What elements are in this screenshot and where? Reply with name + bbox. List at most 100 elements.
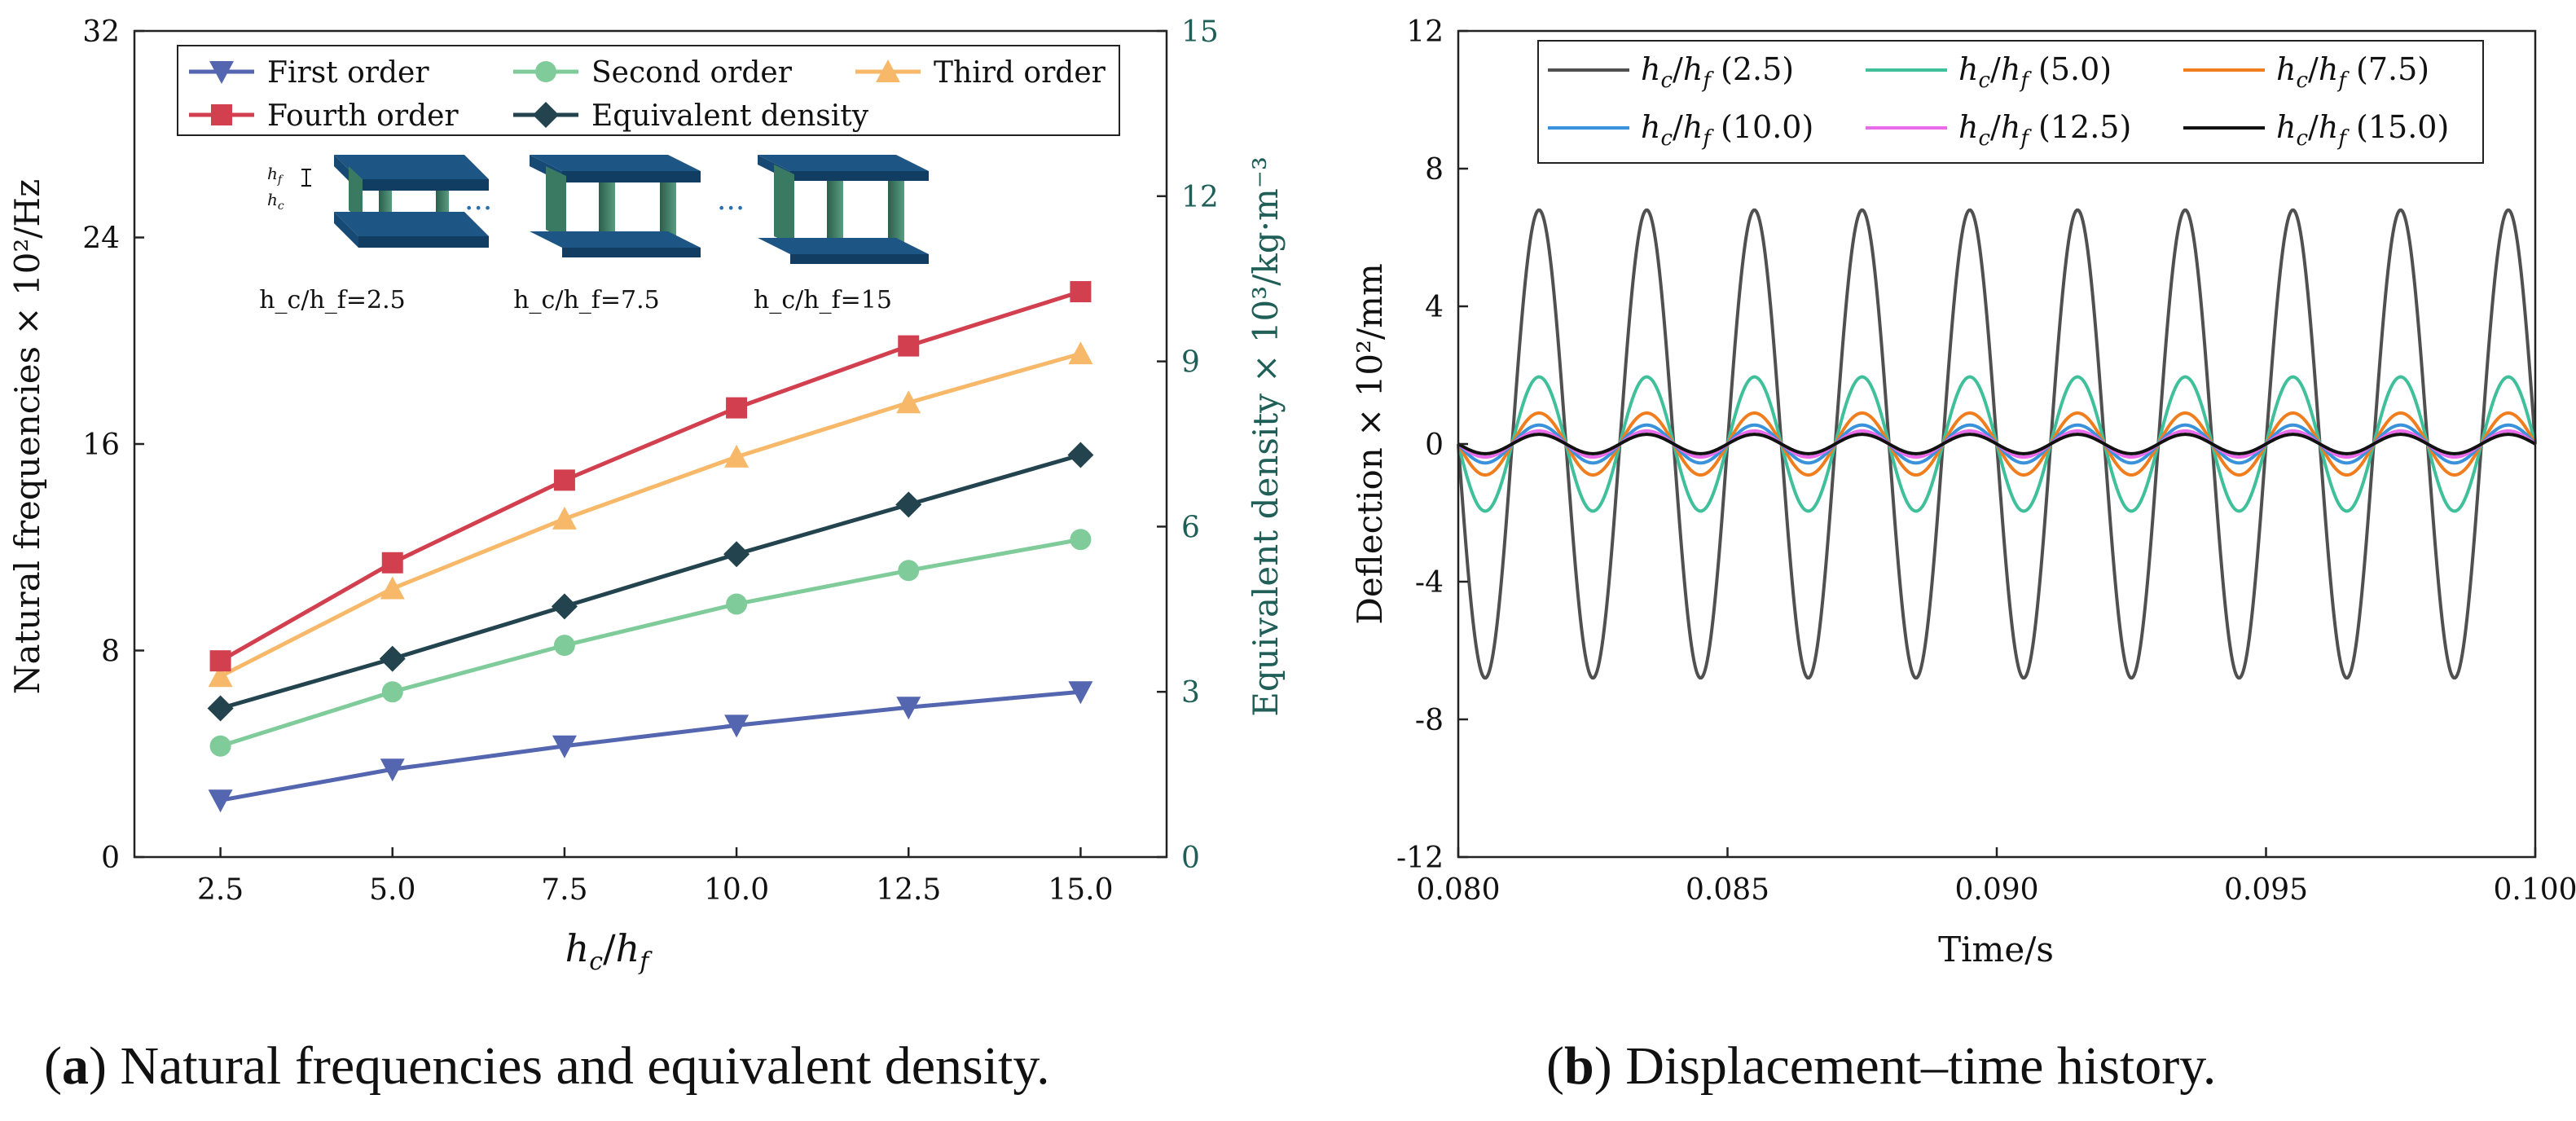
sandwich-panel-illustration-1: hf hc [267,155,489,248]
panel-b-y-tick-label: 12 [1406,15,1444,49]
panel-b-series-group [1457,208,2537,680]
panel-a-y2-tick-label: 0 [1181,842,1200,875]
first-order-point [552,735,577,758]
panel-b-y-tick-label: -12 [1396,842,1444,875]
third-order-point [552,506,577,530]
x-label-sub-f: f [638,947,653,976]
panel-a-x-axis-label: hc/hf [565,926,653,976]
panel-a-x-tick-label: 15.0 [1048,873,1113,907]
panel-b-x-tick-label: 0.080 [1416,873,1500,907]
panel-b-y-axis-label: Deflection × 10²/mm [1350,263,1390,625]
panel-a-inset-illustration: hf hc ··· ··· [259,155,929,314]
panel-b-x-tick-label: 0.090 [1954,873,2038,907]
legend-label-7.5: hc/hf (7.5) [2276,51,2429,93]
panel-a-right-y-axis-label: Equivalent density × 10³/kg·m⁻³ [1246,156,1286,717]
fourth-order-point [381,552,403,574]
panel-b-chart: 0.080 0.085 0.090 0.095 0.100 -12 -8 -4 0 4 8 12 De… [1350,15,2576,1096]
deflection-curve-15.0 [1457,433,2536,455]
panel-b-axes: 0.080 0.085 0.090 0.095 0.100 -12 -8 -4 0 4 8 12 [1396,15,2576,907]
x-label-h1: h [565,926,590,970]
equivalent-density-point [895,491,922,518]
legend-marker-first-order [209,61,234,84]
inset-caption-3: h_c/h_f=15 [754,286,892,314]
panel-a-y-tick-label: 0 [101,842,120,875]
legend-label-equivalent-density: Equivalent density [591,99,869,133]
legend-label-first-order: First order [267,56,429,90]
inset-label-hf: hf [267,164,284,187]
x-label-sub-c: c [589,947,603,976]
panel-a-x-tick-label: 10.0 [704,873,769,907]
panel-a-y2-tick-label: 6 [1181,511,1200,544]
fourth-order-line [219,289,1082,663]
legend-marker-fourth-order [211,104,232,125]
panel-b-y-tick-label: -4 [1415,566,1444,600]
second-order-point [209,735,231,757]
second-order-point [553,635,575,657]
x-label-h2: h [616,926,640,970]
legend-label-second-order: Second order [591,56,793,90]
x-label-slash: / [603,926,616,970]
panel-b-caption: (b) Displacement–time history. [1546,1036,2216,1096]
first-order-line [220,689,1081,802]
second-order-point [381,681,403,703]
legend-marker-equivalent-density [533,102,559,128]
second-order-point [898,560,920,582]
panel-b-y-tick-label: 4 [1425,291,1444,324]
panel-a-x-tick-label: 2.5 [197,873,244,907]
sandwich-panel-illustration-2 [530,155,701,257]
panel-a-y-tick-label: 8 [101,635,120,669]
panel-b-legend: hc/hf (2.5) hc/hf (5.0) hc/hf (7.5) hc/hf (… [1537,40,2484,164]
fourth-order-point [553,469,575,491]
legend-marker-third-order [876,59,900,82]
panel-a-y-tick-label: 32 [82,15,120,49]
panel-b-x-tick-label: 0.085 [1686,873,1769,907]
legend-label-fourth-order: Fourth order [267,99,459,133]
panel-b-caption-label: b [1564,1036,1594,1096]
panel-a-x-tick-label: 7.5 [541,873,587,907]
legend-label-third-order: Third order [934,56,1106,90]
panel-b-x-tick-label: 0.095 [2224,873,2308,907]
panel-a-axes: 2.5 5.0 7.5 10.0 12.5 15.0 0 8 16 24 32 0 3 6 9 12 15 [82,15,1219,907]
legend-label-15.0: hc/hf (15.0) [2276,109,2449,151]
fourth-order-point [1070,281,1092,303]
first-order-point [724,714,750,738]
inset-label-hc: hc [267,190,284,213]
panel-b-y-tick-label: 0 [1425,429,1444,462]
panel-a-caption: (a) Natural frequencies and equivalent d… [44,1036,1050,1096]
panel-a-chart: 2.5 5.0 7.5 10.0 12.5 15.0 0 8 16 24 32 0 3 6 9 12 15 Na… [7,15,1286,1096]
first-order-point [380,758,405,782]
inset-ellipsis-1: ··· [464,192,492,226]
second-order-line [219,537,1081,749]
panel-a-caption-label: a [62,1036,89,1096]
fourth-order-point [209,650,231,672]
panel-a-y2-tick-label: 12 [1181,181,1219,214]
first-order-point [1068,681,1093,705]
panel-b-x-tick-label: 0.100 [2493,873,2576,907]
panel-a-y-axis-label: Natural frequencies × 10²/Hz [7,179,47,694]
panel-a-x-tick-label: 5.0 [369,873,415,907]
equivalent-density-point [1067,442,1094,468]
fourth-order-point [898,335,920,357]
third-order-point [896,390,921,414]
legend-label-12.5: hc/hf (12.5) [1958,109,2131,151]
panel-a-x-tick-label: 12.5 [876,873,941,907]
third-order-point [208,664,233,688]
panel-a-y2-tick-label: 3 [1181,676,1200,710]
sandwich-panel-illustration-3 [758,155,929,264]
legend-marker-second-order [535,61,556,82]
equivalent-density-point [207,695,234,722]
panel-a-y-tick-label: 16 [82,429,120,462]
inset-caption-1: h_c/h_f=2.5 [259,286,406,314]
equivalent-density-point [551,593,578,620]
third-order-point [380,576,405,600]
inset-caption-2: h_c/h_f=7.5 [513,286,660,314]
legend-label-2.5: hc/hf (2.5) [1641,51,1794,93]
first-order-point [896,697,921,720]
panel-a-caption-text: Natural frequencies and equivalent densi… [120,1036,1049,1096]
panel-a-y2-tick-label: 15 [1181,15,1219,49]
panel-b-y-tick-label: 8 [1425,153,1444,187]
second-order-point [1070,529,1092,551]
third-order-point [724,444,750,468]
panel-b-x-axis-label: Time/s [1938,930,2054,969]
